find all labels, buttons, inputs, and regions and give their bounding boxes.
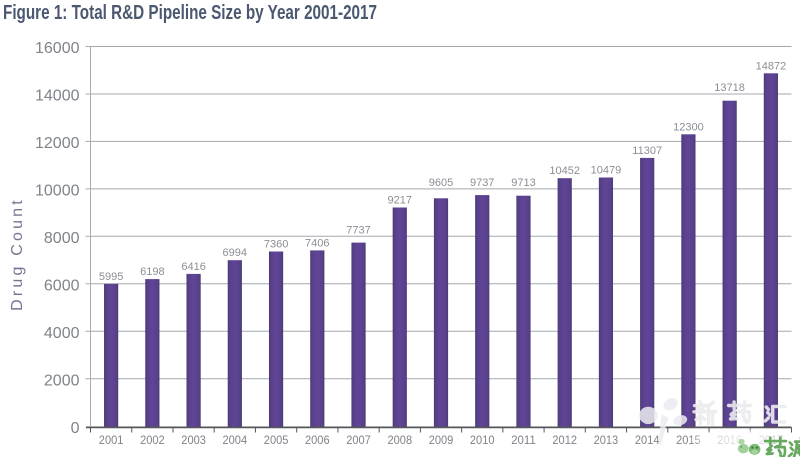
svg-text:5995: 5995 (99, 271, 123, 283)
svg-text:13718: 13718 (714, 82, 745, 94)
svg-text:10479: 10479 (591, 165, 622, 177)
svg-text:6416: 6416 (181, 261, 205, 273)
svg-text:9713: 9713 (511, 177, 535, 189)
svg-text:2000: 2000 (44, 372, 80, 389)
svg-text:12000: 12000 (35, 135, 80, 152)
svg-text:2006: 2006 (305, 433, 330, 447)
svg-text:Figure 1: Total R&D Pipeline S: Figure 1: Total R&D Pipeline Size by Yea… (3, 2, 377, 24)
svg-text:10000: 10000 (35, 183, 80, 200)
svg-text:16000: 16000 (35, 40, 80, 57)
svg-text:7360: 7360 (264, 239, 288, 251)
svg-text:Drug Count: Drug Count (9, 197, 26, 311)
svg-text:8000: 8000 (44, 230, 80, 247)
svg-text:4000: 4000 (44, 325, 80, 342)
svg-text:0: 0 (71, 420, 80, 437)
svg-text:2002: 2002 (140, 433, 165, 447)
svg-text:2004: 2004 (223, 433, 248, 447)
svg-text:14872: 14872 (756, 60, 787, 72)
svg-text:7406: 7406 (305, 237, 329, 249)
svg-text:2012: 2012 (552, 433, 577, 447)
svg-text:7737: 7737 (346, 224, 370, 236)
svg-text:2011: 2011 (511, 433, 536, 447)
svg-text:6994: 6994 (223, 247, 247, 259)
svg-text:2010: 2010 (470, 433, 495, 447)
svg-text:6198: 6198 (140, 266, 164, 278)
svg-text:6000: 6000 (44, 278, 80, 295)
svg-text:9605: 9605 (429, 177, 453, 189)
svg-text:11307: 11307 (632, 145, 662, 157)
svg-text:10452: 10452 (549, 165, 580, 177)
svg-text:9737: 9737 (470, 177, 494, 189)
svg-text:9217: 9217 (388, 195, 412, 207)
svg-text:2009: 2009 (429, 433, 454, 447)
svg-text:2008: 2008 (388, 433, 413, 447)
svg-text:2013: 2013 (594, 433, 619, 447)
svg-text:2007: 2007 (346, 433, 371, 447)
svg-text:12300: 12300 (673, 121, 704, 133)
svg-text:2014: 2014 (635, 433, 660, 447)
svg-text:2005: 2005 (264, 433, 289, 447)
svg-text:14000: 14000 (35, 88, 80, 105)
svg-text:2003: 2003 (181, 433, 206, 447)
svg-text:2001: 2001 (99, 433, 124, 447)
